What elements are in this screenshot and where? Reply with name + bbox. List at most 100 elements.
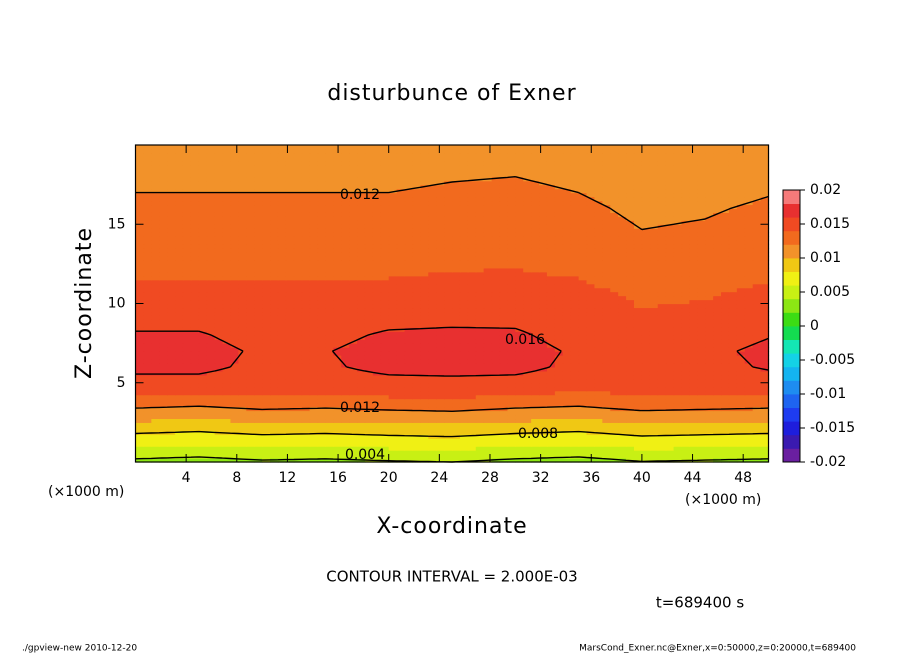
field-cell: [760, 307, 770, 313]
field-cell: [531, 327, 540, 332]
field-cell: [531, 382, 540, 388]
field-cell: [459, 295, 469, 301]
field-cell: [325, 374, 334, 380]
field-cell: [697, 307, 706, 313]
field-cell: [689, 307, 698, 313]
field-cell: [404, 287, 414, 293]
field-cell: [618, 351, 627, 356]
field-cell: [301, 454, 311, 459]
field-cell: [681, 255, 690, 261]
field-cell: [301, 398, 311, 404]
field-cell: [459, 358, 469, 364]
field-cell: [198, 446, 208, 451]
field-cell: [325, 402, 334, 408]
field-cell: [309, 442, 319, 447]
field-cell: [317, 212, 326, 217]
field-cell: [372, 331, 382, 336]
field-cell: [167, 216, 176, 221]
field-cell: [214, 271, 224, 277]
field-cell: [602, 402, 611, 408]
field-cell: [491, 358, 501, 364]
field-cell: [151, 366, 160, 372]
field-cell: [499, 450, 508, 455]
field-cell: [349, 335, 358, 340]
field-cell: [396, 236, 406, 241]
field-cell: [285, 259, 295, 265]
field-cell: [151, 315, 160, 320]
field-cell: [404, 390, 414, 396]
field-cell: [689, 351, 698, 356]
field-cell: [151, 422, 160, 427]
field-cell: [539, 422, 548, 427]
field-cell: [633, 291, 643, 297]
field-cell: [270, 378, 279, 384]
field-cell: [341, 430, 350, 435]
field-cell: [357, 303, 366, 309]
field-cell: [238, 311, 247, 316]
field-cell: [649, 422, 659, 427]
field-cell: [151, 283, 160, 289]
field-cell: [270, 335, 279, 340]
field-cell: [523, 362, 532, 368]
field-cell: [752, 331, 762, 336]
field-cell: [728, 303, 738, 309]
field-cell: [657, 402, 667, 408]
field-cell: [404, 374, 414, 380]
field-cell: [752, 335, 762, 340]
field-cell: [499, 382, 508, 388]
field-cell: [546, 426, 556, 431]
field-cell: [428, 362, 437, 368]
field-cell: [452, 442, 461, 447]
field-cell: [507, 244, 516, 249]
field-cell: [143, 331, 152, 336]
field-cell: [175, 450, 184, 455]
field-cell: [159, 315, 168, 320]
field-cell: [151, 347, 160, 352]
field-cell: [602, 287, 611, 293]
field-cell: [309, 450, 319, 455]
field-cell: [602, 307, 611, 313]
field-cell: [246, 283, 255, 289]
field-cell: [649, 426, 659, 431]
field-cell: [341, 426, 350, 431]
field-cell: [523, 442, 532, 447]
field-cell: [665, 303, 675, 309]
field-cell: [420, 248, 429, 253]
field-cell: [246, 410, 255, 416]
field-cell: [238, 220, 247, 225]
field-cell: [721, 378, 730, 384]
field-cell: [357, 402, 366, 408]
field-cell: [721, 299, 730, 305]
field-cell: [364, 347, 374, 352]
field-cell: [689, 240, 698, 245]
field-cell: [507, 299, 516, 305]
field-cell: [515, 386, 524, 392]
field-cell: [357, 267, 366, 273]
field-cell: [633, 311, 643, 316]
field-cell: [357, 414, 366, 420]
field-cell: [444, 244, 453, 249]
field-cell: [412, 410, 421, 416]
field-cell: [285, 335, 295, 340]
field-cell: [309, 378, 319, 384]
field-cell: [491, 263, 501, 269]
field-cell: [618, 279, 627, 285]
field-cell: [357, 319, 366, 324]
field-cell: [333, 414, 342, 420]
field-cell: [293, 283, 303, 289]
field-cell: [214, 216, 224, 221]
field-cell: [396, 335, 406, 340]
field-cell: [309, 224, 319, 229]
field-cell: [570, 315, 580, 320]
field-cell: [705, 216, 714, 221]
field-cell: [190, 426, 200, 431]
field-cell: [293, 358, 303, 364]
field-cell: [372, 418, 382, 423]
field-cell: [586, 251, 596, 257]
field-cell: [301, 259, 311, 265]
field-cell: [214, 224, 224, 229]
field-cell: [491, 418, 501, 423]
field-cell: [713, 410, 722, 416]
field-cell: [159, 382, 168, 388]
field-cell: [151, 327, 160, 332]
